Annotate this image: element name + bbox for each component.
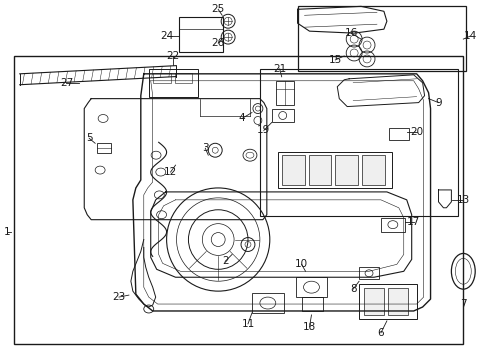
Text: 4: 4 bbox=[238, 113, 245, 123]
Text: 11: 11 bbox=[241, 319, 254, 329]
Bar bbox=[361, 155, 384, 185]
Text: 6: 6 bbox=[377, 328, 384, 338]
Bar bbox=[295, 277, 326, 297]
Text: 1: 1 bbox=[3, 226, 10, 237]
Bar bbox=[297, 6, 466, 71]
Text: 23: 23 bbox=[112, 292, 125, 302]
Bar bbox=[174, 73, 192, 83]
Bar bbox=[277, 152, 391, 188]
Text: 2: 2 bbox=[222, 256, 228, 266]
Bar bbox=[308, 155, 331, 185]
Bar bbox=[358, 267, 378, 279]
Text: 8: 8 bbox=[349, 284, 356, 294]
Bar bbox=[152, 73, 170, 83]
Text: 16: 16 bbox=[344, 28, 357, 38]
Text: 19: 19 bbox=[257, 125, 270, 135]
Text: 21: 21 bbox=[272, 64, 286, 74]
Text: 18: 18 bbox=[302, 322, 315, 332]
Bar bbox=[97, 143, 111, 153]
Text: 14: 14 bbox=[463, 31, 476, 41]
Bar bbox=[251, 293, 283, 313]
Text: 9: 9 bbox=[434, 98, 441, 108]
Text: 17: 17 bbox=[406, 217, 420, 227]
Text: 12: 12 bbox=[163, 167, 177, 177]
Text: 3: 3 bbox=[202, 143, 208, 153]
Text: 5: 5 bbox=[86, 133, 92, 143]
Text: 27: 27 bbox=[60, 78, 73, 88]
Bar bbox=[364, 288, 383, 315]
Bar bbox=[148, 69, 198, 96]
Bar bbox=[178, 17, 223, 52]
Bar bbox=[358, 284, 416, 319]
Bar bbox=[271, 109, 293, 122]
Text: 10: 10 bbox=[294, 259, 307, 269]
Bar bbox=[281, 155, 304, 185]
Text: 13: 13 bbox=[456, 195, 469, 205]
Text: 24: 24 bbox=[160, 31, 173, 41]
Bar bbox=[14, 56, 462, 344]
Bar bbox=[301, 297, 323, 311]
Bar bbox=[335, 155, 357, 185]
Text: 7: 7 bbox=[459, 299, 466, 309]
Bar bbox=[380, 218, 404, 231]
Bar bbox=[387, 288, 407, 315]
Text: 22: 22 bbox=[165, 51, 179, 61]
Bar bbox=[275, 81, 293, 105]
Bar bbox=[388, 129, 408, 140]
Text: 20: 20 bbox=[409, 127, 422, 138]
Bar bbox=[259, 69, 457, 216]
Text: 25: 25 bbox=[211, 4, 224, 14]
Text: 15: 15 bbox=[328, 55, 341, 65]
Text: 26: 26 bbox=[211, 38, 224, 48]
